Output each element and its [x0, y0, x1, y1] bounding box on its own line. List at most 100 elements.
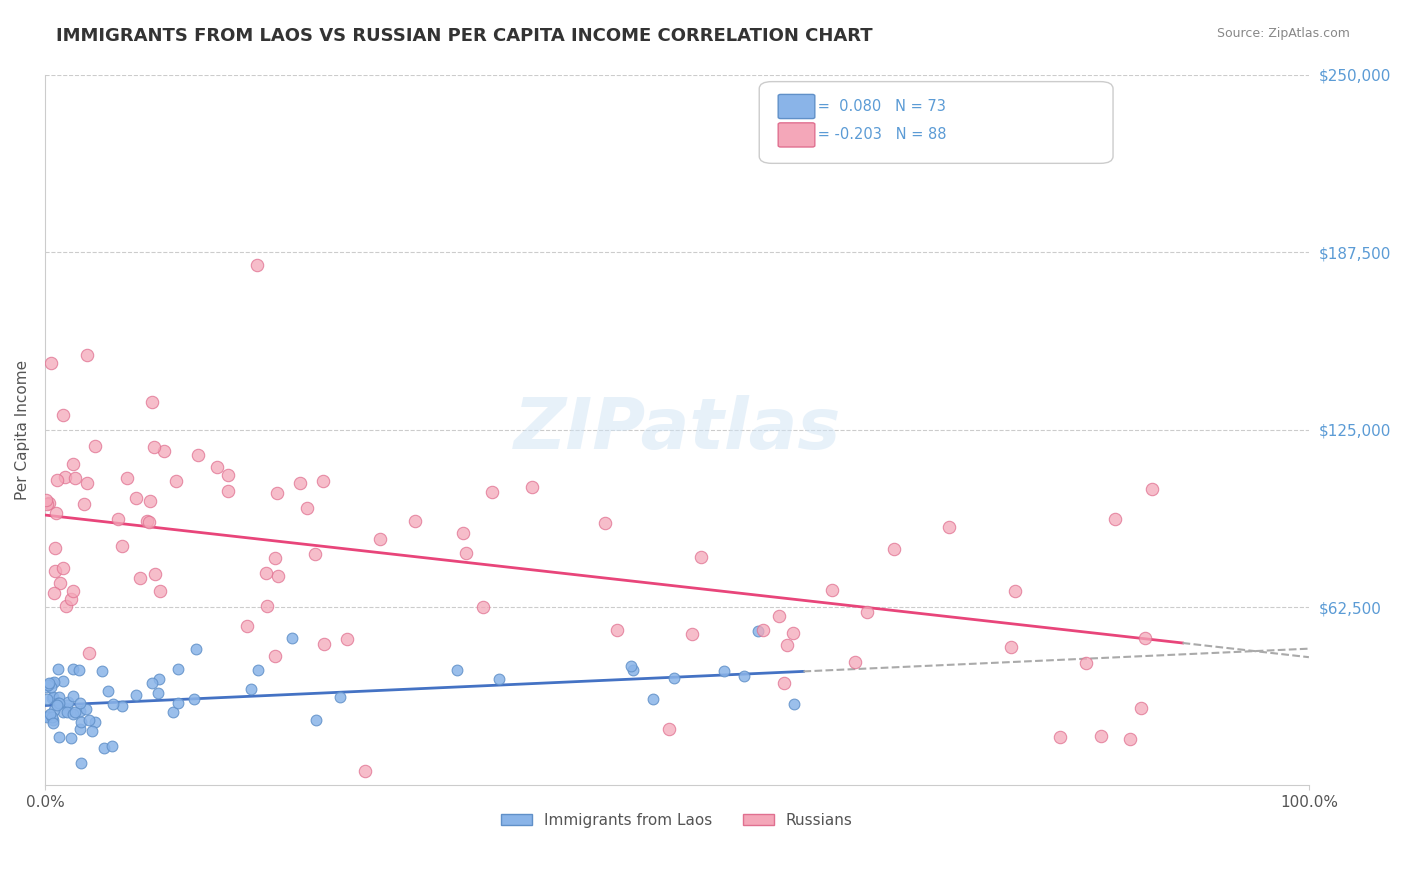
- Immigrants from Laos: [84, 715, 107, 730]
- FancyBboxPatch shape: [778, 95, 815, 119]
- Immigrants from Laos: [247, 663, 270, 677]
- Russians: [135, 514, 157, 528]
- Russians: [83, 439, 105, 453]
- Immigrants from Laos: [141, 675, 163, 690]
- Immigrants from Laos: [184, 641, 207, 656]
- Immigrants from Laos: [44, 675, 66, 690]
- Russians: [290, 476, 312, 491]
- Immigrants from Laos: [58, 695, 80, 709]
- Immigrants from Laos: [93, 741, 115, 756]
- Russians: [60, 592, 83, 607]
- Immigrants from Laos: [41, 690, 63, 705]
- FancyBboxPatch shape: [778, 123, 815, 147]
- Text: Source: ZipAtlas.com: Source: ZipAtlas.com: [1216, 27, 1350, 40]
- Russians: [53, 470, 76, 484]
- Immigrants from Laos: [643, 691, 665, 706]
- Immigrants from Laos: [37, 709, 59, 723]
- Immigrants from Laos: [240, 682, 263, 697]
- Legend: Immigrants from Laos, Russians: Immigrants from Laos, Russians: [495, 807, 859, 834]
- Russians: [606, 623, 628, 637]
- Immigrants from Laos: [446, 663, 468, 677]
- Russians: [267, 569, 290, 583]
- Immigrants from Laos: [733, 669, 755, 683]
- Russians: [312, 474, 335, 488]
- Immigrants from Laos: [52, 674, 75, 689]
- Russians: [264, 550, 287, 565]
- Russians: [883, 542, 905, 557]
- Russians: [821, 583, 844, 598]
- Russians: [481, 485, 503, 500]
- Russians: [187, 448, 209, 462]
- Russians: [1000, 640, 1022, 655]
- Immigrants from Laos: [166, 696, 188, 710]
- Immigrants from Laos: [38, 676, 60, 690]
- Russians: [143, 440, 166, 454]
- Russians: [246, 258, 269, 272]
- Immigrants from Laos: [167, 662, 190, 676]
- Immigrants from Laos: [48, 730, 70, 744]
- Russians: [49, 576, 72, 591]
- Russians: [404, 514, 426, 528]
- Russians: [65, 471, 87, 485]
- Russians: [1074, 657, 1097, 671]
- Russians: [141, 394, 163, 409]
- Russians: [44, 541, 66, 555]
- Immigrants from Laos: [41, 676, 63, 690]
- Immigrants from Laos: [48, 696, 70, 710]
- Immigrants from Laos: [35, 691, 58, 706]
- Russians: [264, 648, 287, 663]
- Text: ZIPatlas: ZIPatlas: [513, 395, 841, 465]
- Russians: [55, 599, 77, 613]
- Russians: [39, 356, 62, 370]
- Russians: [776, 639, 799, 653]
- Russians: [782, 626, 804, 640]
- Russians: [844, 656, 866, 670]
- Russians: [1140, 482, 1163, 496]
- Immigrants from Laos: [42, 713, 65, 727]
- Immigrants from Laos: [782, 697, 804, 711]
- Russians: [752, 624, 775, 638]
- Russians: [681, 627, 703, 641]
- Russians: [73, 497, 96, 511]
- Immigrants from Laos: [52, 705, 75, 719]
- Russians: [35, 492, 58, 507]
- Russians: [145, 566, 167, 581]
- Russians: [266, 485, 288, 500]
- Russians: [690, 550, 713, 565]
- Immigrants from Laos: [35, 710, 58, 724]
- Russians: [1119, 731, 1142, 746]
- Immigrants from Laos: [69, 722, 91, 736]
- Immigrants from Laos: [148, 672, 170, 686]
- Immigrants from Laos: [39, 707, 62, 722]
- Russians: [368, 532, 391, 546]
- Russians: [77, 646, 100, 660]
- Russians: [217, 483, 239, 498]
- Text: IMMIGRANTS FROM LAOS VS RUSSIAN PER CAPITA INCOME CORRELATION CHART: IMMIGRANTS FROM LAOS VS RUSSIAN PER CAPI…: [56, 27, 873, 45]
- Immigrants from Laos: [621, 663, 644, 677]
- FancyBboxPatch shape: [759, 82, 1114, 163]
- Immigrants from Laos: [620, 658, 643, 673]
- Russians: [124, 491, 146, 505]
- Russians: [773, 676, 796, 690]
- Russians: [52, 561, 75, 575]
- Immigrants from Laos: [97, 684, 120, 698]
- Russians: [235, 619, 257, 633]
- Immigrants from Laos: [146, 686, 169, 700]
- Russians: [153, 444, 176, 458]
- Russians: [62, 458, 84, 472]
- Russians: [52, 408, 75, 422]
- Russians: [256, 599, 278, 613]
- Russians: [149, 583, 172, 598]
- Immigrants from Laos: [46, 662, 69, 676]
- Immigrants from Laos: [42, 716, 65, 731]
- Text: R =  0.080   N = 73: R = 0.080 N = 73: [803, 99, 946, 114]
- Immigrants from Laos: [48, 696, 70, 710]
- Russians: [115, 471, 138, 485]
- Immigrants from Laos: [77, 713, 100, 727]
- Russians: [1104, 512, 1126, 526]
- Immigrants from Laos: [329, 690, 352, 704]
- Russians: [44, 585, 66, 599]
- Russians: [353, 764, 375, 778]
- Immigrants from Laos: [42, 690, 65, 704]
- Russians: [35, 497, 58, 511]
